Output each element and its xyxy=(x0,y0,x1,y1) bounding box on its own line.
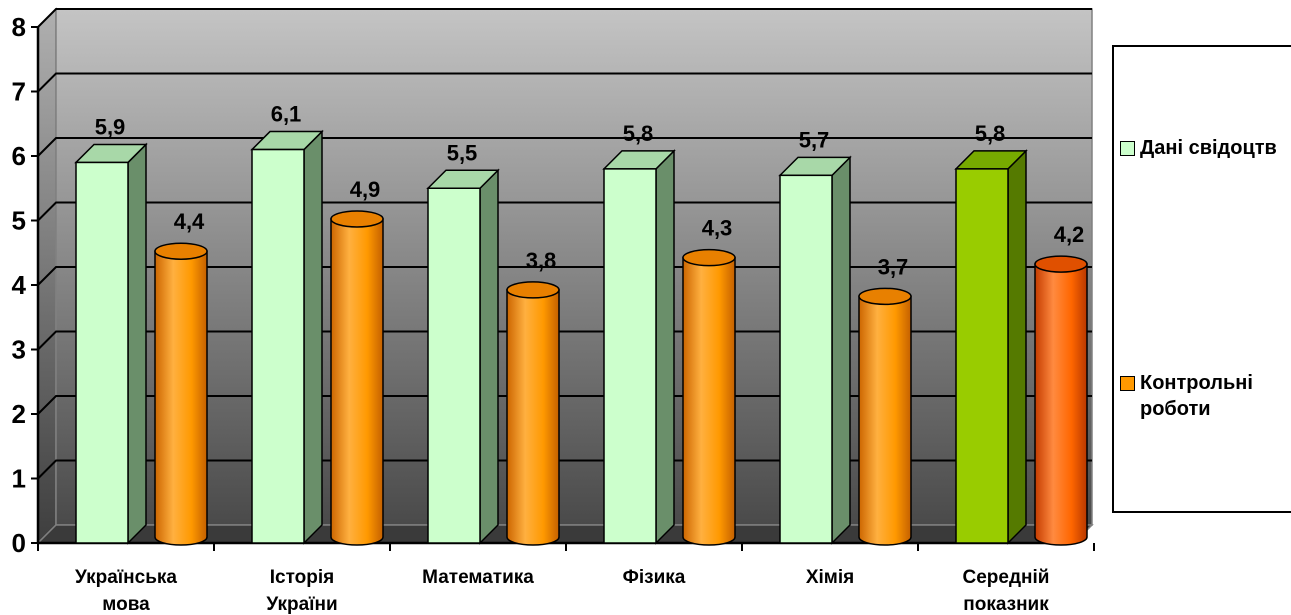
gridline xyxy=(37,459,1092,480)
bar-side xyxy=(127,142,147,545)
category-label: показник xyxy=(963,594,1049,615)
gridline xyxy=(37,330,1092,351)
category-label: Хімія xyxy=(806,567,854,588)
bar-series2-top xyxy=(1034,255,1088,273)
bar-series2 xyxy=(1034,263,1088,546)
y-tick-label: 0 xyxy=(12,528,26,558)
y-tick-labels: 0 1 2 3 4 5 6 7 8 xyxy=(12,12,27,558)
bar-series2-top xyxy=(330,210,384,228)
bar-side xyxy=(655,149,675,545)
data-label-series2: 3,8 xyxy=(526,248,557,273)
legend-label-tests: Контрольні роботи xyxy=(1140,372,1253,420)
y-tick-label: 6 xyxy=(12,141,26,171)
legend-swatch-tests xyxy=(1120,376,1135,391)
bar-series2-top xyxy=(154,242,208,260)
y-tick-label: 4 xyxy=(12,270,27,300)
bar-side xyxy=(831,155,851,545)
gridline xyxy=(37,8,1092,28)
y-tick-label: 1 xyxy=(12,464,26,494)
bars xyxy=(74,129,1088,546)
data-label-series1: 6,1 xyxy=(271,102,302,127)
data-label-series2: 4,2 xyxy=(1054,222,1085,247)
bar-series1 xyxy=(779,174,833,544)
bar-series1 xyxy=(603,168,657,544)
category-label: Історія xyxy=(270,567,334,588)
data-label-series1: 5,8 xyxy=(623,121,654,146)
y-tick-label: 3 xyxy=(12,335,26,365)
category-label: Українська xyxy=(75,567,177,588)
data-label-series2: 4,4 xyxy=(174,209,205,234)
category-label: Фізика xyxy=(623,567,686,588)
gridline xyxy=(37,395,1092,415)
value-labels: 5,9 4,4 6,1 4,9 5,5 3,8 5,8 4,3 5,7 3,7 5,8 4,2 xyxy=(95,102,1085,280)
bar-series2-top xyxy=(506,281,560,299)
bar-series1 xyxy=(427,187,481,544)
bar-series1 xyxy=(251,148,305,544)
category-labels: Українська мова Історія України Математика Фі… xyxy=(75,567,1049,615)
bar-side xyxy=(479,168,499,545)
legend: Дані свідоцтв Контрольні роботи xyxy=(1112,45,1291,513)
data-label-series2: 3,7 xyxy=(878,254,909,279)
legend-swatch-certificates xyxy=(1120,141,1135,156)
category-label: України xyxy=(266,594,337,615)
data-label-series1: 5,7 xyxy=(799,127,830,152)
category-label: Середній xyxy=(963,567,1050,588)
gridline xyxy=(37,137,1092,157)
bar-series2 xyxy=(682,256,736,546)
bar-side xyxy=(1007,149,1027,545)
data-label-series1: 5,5 xyxy=(447,140,478,165)
category-label: мова xyxy=(102,594,150,615)
data-label-series2: 4,3 xyxy=(702,216,733,241)
gridline xyxy=(37,72,1092,93)
gridline xyxy=(37,266,1092,286)
legend-item-certificates: Дані свідоцтв xyxy=(1120,135,1290,161)
bar-series2 xyxy=(506,289,560,546)
gridline xyxy=(37,201,1092,222)
bar-series2 xyxy=(858,295,912,546)
data-label-series1: 5,9 xyxy=(95,114,126,139)
y-tick-label: 2 xyxy=(12,399,26,429)
bar-series1 xyxy=(75,161,129,544)
data-label-series2: 4,9 xyxy=(350,177,381,202)
category-label: Математика xyxy=(422,567,534,588)
legend-label-certificates: Дані свідоцтв xyxy=(1140,137,1277,159)
data-label-series1: 5,8 xyxy=(975,121,1006,146)
bar-series1 xyxy=(955,168,1009,544)
bar-series2-top xyxy=(682,248,736,267)
y-tick-label: 5 xyxy=(12,206,26,236)
bar-series2 xyxy=(154,250,208,546)
bar-series2-top xyxy=(858,287,912,306)
legend-item-tests: Контрольні роботи xyxy=(1120,370,1290,422)
y-tick-label: 7 xyxy=(12,77,26,107)
y-tick-label: 8 xyxy=(12,12,26,42)
bar-series2 xyxy=(330,218,384,546)
bar-side xyxy=(303,129,323,545)
gridlines xyxy=(37,8,1092,480)
